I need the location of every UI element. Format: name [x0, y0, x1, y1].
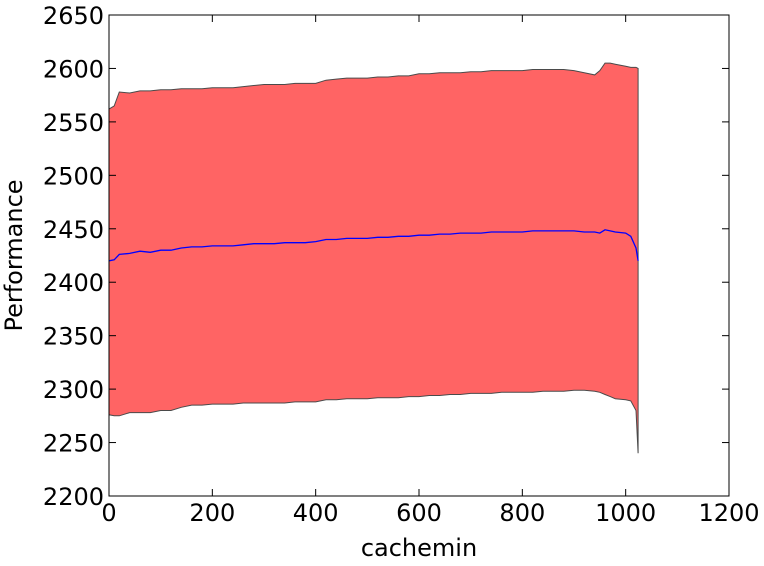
y-tick-label: 2400 [43, 269, 104, 297]
x-tick-label: 600 [396, 499, 442, 527]
y-tick-label: 2300 [43, 376, 104, 404]
x-axis-label: cachemin [361, 534, 477, 562]
x-tick-label: 800 [499, 499, 545, 527]
y-tick-label: 2500 [43, 162, 104, 190]
mean-line [108, 229, 639, 262]
y-axis-label: Performance [0, 179, 28, 331]
y-tick-label: 2650 [43, 2, 104, 30]
y-tick-label: 2600 [43, 55, 104, 83]
y-tick-label: 2250 [43, 430, 104, 458]
y-tick-label: 2350 [43, 323, 104, 351]
y-tick-label: 2450 [43, 216, 104, 244]
x-tick-label: 200 [189, 499, 235, 527]
x-tick-label: 400 [293, 499, 339, 527]
x-tick-label: 1000 [595, 499, 656, 527]
x-tick-label: 1200 [698, 499, 759, 527]
x-tick-label: 0 [101, 499, 116, 527]
y-tick-label: 2550 [43, 109, 104, 137]
plot-area [108, 62, 639, 454]
y-tick-label: 2200 [43, 483, 104, 511]
axis-ticks: 0 200 400 600 800 1000 1200 2200 2250 2300 2350 240… [43, 2, 760, 527]
std-band-area [108, 62, 639, 454]
